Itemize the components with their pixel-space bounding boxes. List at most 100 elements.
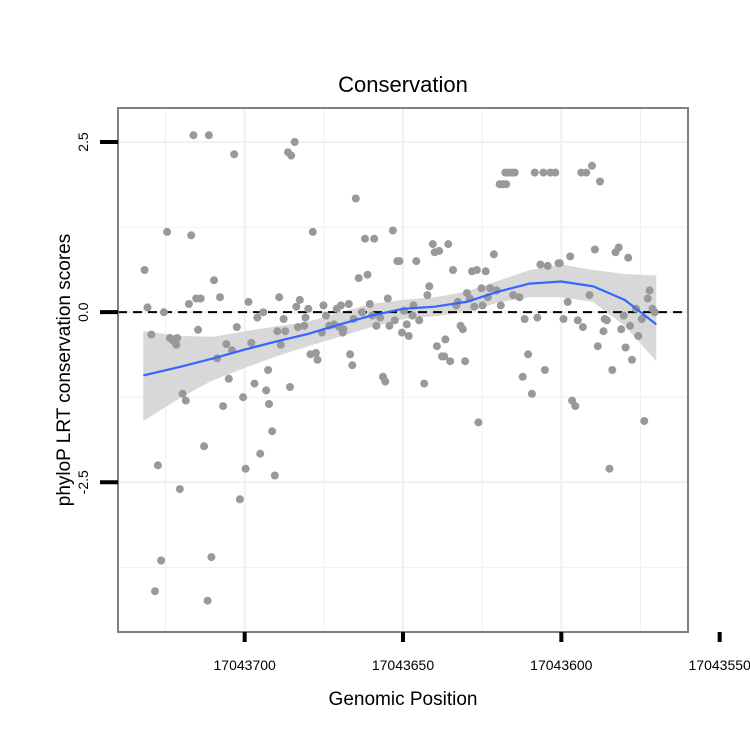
y-tick-label: 0.0 bbox=[75, 302, 91, 322]
data-point bbox=[502, 180, 511, 189]
data-point bbox=[593, 342, 602, 351]
data-point bbox=[640, 417, 649, 425]
data-point bbox=[143, 303, 152, 312]
x-tick-label: 17043550 bbox=[689, 657, 750, 673]
data-point bbox=[265, 400, 273, 408]
data-point bbox=[376, 313, 385, 322]
smooth-fit-line bbox=[143, 280, 657, 377]
confidence-band-layer bbox=[143, 264, 657, 421]
data-point bbox=[348, 361, 357, 370]
data-point bbox=[339, 325, 348, 334]
data-point bbox=[402, 320, 411, 329]
data-point bbox=[628, 355, 636, 364]
chart-title: Conservation bbox=[338, 72, 468, 97]
data-point bbox=[582, 168, 591, 177]
data-point bbox=[520, 315, 529, 323]
data-point bbox=[363, 270, 372, 279]
data-point bbox=[361, 234, 369, 243]
data-point bbox=[276, 340, 285, 349]
data-point bbox=[626, 321, 634, 330]
data-point bbox=[290, 138, 299, 146]
data-point bbox=[489, 250, 498, 259]
data-point bbox=[273, 327, 282, 336]
data-point bbox=[247, 338, 256, 347]
data-point bbox=[385, 321, 394, 330]
data-point bbox=[259, 308, 268, 317]
data-point bbox=[608, 366, 617, 374]
x-axis-ticks: 17043700 17043650 17043600 17043550 bbox=[214, 632, 750, 673]
data-point bbox=[286, 383, 294, 391]
data-point bbox=[313, 355, 322, 364]
data-point bbox=[559, 315, 568, 323]
data-point bbox=[510, 168, 519, 177]
data-point bbox=[415, 316, 424, 325]
data-point bbox=[222, 340, 231, 349]
data-point bbox=[423, 291, 432, 300]
data-point bbox=[527, 389, 536, 398]
data-point bbox=[210, 276, 218, 285]
data-point bbox=[533, 313, 542, 322]
data-point bbox=[204, 131, 213, 140]
data-point bbox=[178, 389, 187, 398]
data-point bbox=[244, 297, 253, 306]
data-point bbox=[444, 240, 453, 249]
data-point bbox=[275, 293, 284, 302]
data-point bbox=[440, 352, 449, 361]
data-point bbox=[295, 295, 304, 304]
data-point bbox=[563, 297, 572, 306]
data-point bbox=[173, 334, 182, 342]
data-point bbox=[308, 227, 317, 236]
data-point bbox=[230, 150, 239, 159]
data-point bbox=[470, 302, 479, 311]
data-point bbox=[336, 301, 345, 310]
data-point bbox=[619, 311, 628, 320]
data-point bbox=[281, 327, 290, 336]
y-tick-label: 2.5 bbox=[75, 132, 91, 152]
data-point bbox=[151, 587, 159, 596]
data-point bbox=[200, 442, 209, 451]
data-point bbox=[536, 260, 545, 269]
data-point bbox=[432, 342, 441, 351]
data-point bbox=[474, 418, 483, 427]
data-point bbox=[578, 323, 587, 332]
data-point bbox=[540, 366, 549, 374]
x-tick-label: 17043700 bbox=[214, 657, 277, 673]
data-point bbox=[372, 321, 381, 330]
data-point bbox=[383, 294, 392, 303]
data-point bbox=[311, 349, 320, 357]
data-point bbox=[472, 266, 481, 274]
data-point bbox=[184, 300, 193, 308]
data-point bbox=[617, 325, 626, 334]
data-point bbox=[224, 374, 233, 383]
data-point bbox=[599, 327, 608, 336]
data-point bbox=[590, 245, 599, 254]
data-point bbox=[441, 335, 450, 344]
data-point bbox=[140, 266, 149, 274]
data-point bbox=[172, 340, 181, 349]
data-point bbox=[365, 300, 374, 308]
data-point bbox=[478, 301, 487, 310]
data-point bbox=[358, 308, 367, 317]
data-point bbox=[239, 393, 248, 402]
data-point bbox=[621, 343, 630, 352]
data-point bbox=[624, 253, 633, 262]
data-point bbox=[428, 240, 437, 249]
data-point bbox=[614, 243, 623, 252]
data-point bbox=[322, 311, 330, 320]
y-axis-ticks: -2.5 0.0 2.5 bbox=[75, 132, 118, 494]
data-point bbox=[551, 168, 560, 177]
data-point bbox=[253, 313, 262, 322]
data-point bbox=[449, 266, 457, 274]
data-point bbox=[458, 325, 467, 334]
data-point bbox=[605, 464, 614, 473]
data-point bbox=[596, 177, 604, 186]
data-point bbox=[232, 323, 241, 332]
data-point bbox=[412, 257, 421, 266]
data-point bbox=[351, 194, 360, 203]
data-point bbox=[163, 227, 172, 236]
data-point bbox=[175, 485, 184, 494]
data-point bbox=[203, 596, 212, 605]
data-point bbox=[481, 267, 490, 276]
data-point bbox=[196, 294, 205, 303]
